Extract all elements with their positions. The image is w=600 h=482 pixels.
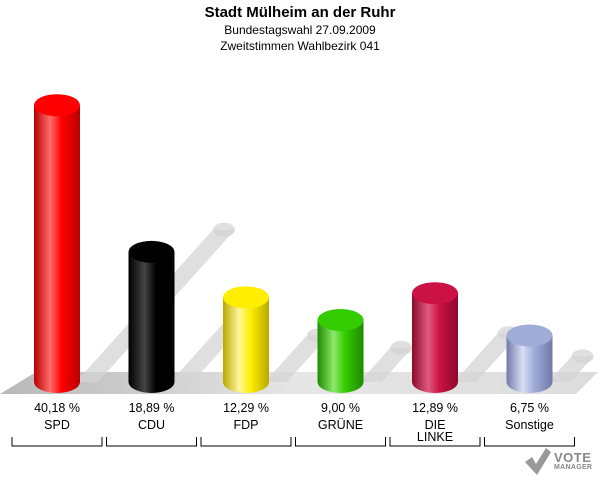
bar-cdu [128,251,175,393]
bar-shadow [265,335,329,382]
bar-shadow-cap [390,340,413,355]
category-label: GRÜNE [318,418,363,432]
vote-manager-logo: VOTE MANAGER [522,445,598,477]
bar-grüne [317,320,364,393]
value-label: 18,89 % [129,401,175,415]
chart-subtitle-date: Bundestagswahl 27.09.2009 [224,23,376,37]
bar-cap [128,240,175,263]
chart-title: Stadt Mülheim an der Ruhr [204,4,396,21]
category-bracket [200,437,292,447]
category-bracket [106,437,197,447]
category-bracket [389,437,481,447]
bar-spd [34,105,80,394]
value-label: 12,89 % [412,401,458,415]
bar-cap [223,286,269,309]
bar-shadow-cap [213,222,236,237]
value-label: 9,00 % [321,401,360,415]
bar-cap [317,309,364,331]
value-label: 6,75 % [510,401,549,415]
category-bracket [295,437,386,447]
bar-shadow [454,333,520,382]
logo-word-vote: VOTE [554,450,592,465]
bar-die-linke [412,293,458,393]
logo-word-manager: MANAGER [554,464,593,471]
chart-subtitle-district: Zweitstimmen Wahlbezirk 041 [220,39,380,53]
checkmark-icon [525,448,551,475]
category-label: LINKE [417,430,453,444]
category-label: Sonstige [505,418,554,432]
bar-cap [412,282,458,305]
value-label: 12,29 % [223,401,269,415]
category-bracket [11,437,103,447]
category-label: FDP [234,418,259,432]
category-label: SPD [44,418,70,432]
bar-sonstige [506,335,553,393]
category-label: CDU [138,418,165,432]
bar-cap [506,324,553,347]
value-label: 40,18 % [34,401,80,415]
bar-cap [34,94,80,117]
bar-shadow [359,347,413,382]
category-bracket [484,437,575,447]
bar-fdp [223,297,269,393]
bar-shadow-cap [571,349,594,364]
category-label: DIE [425,418,446,432]
